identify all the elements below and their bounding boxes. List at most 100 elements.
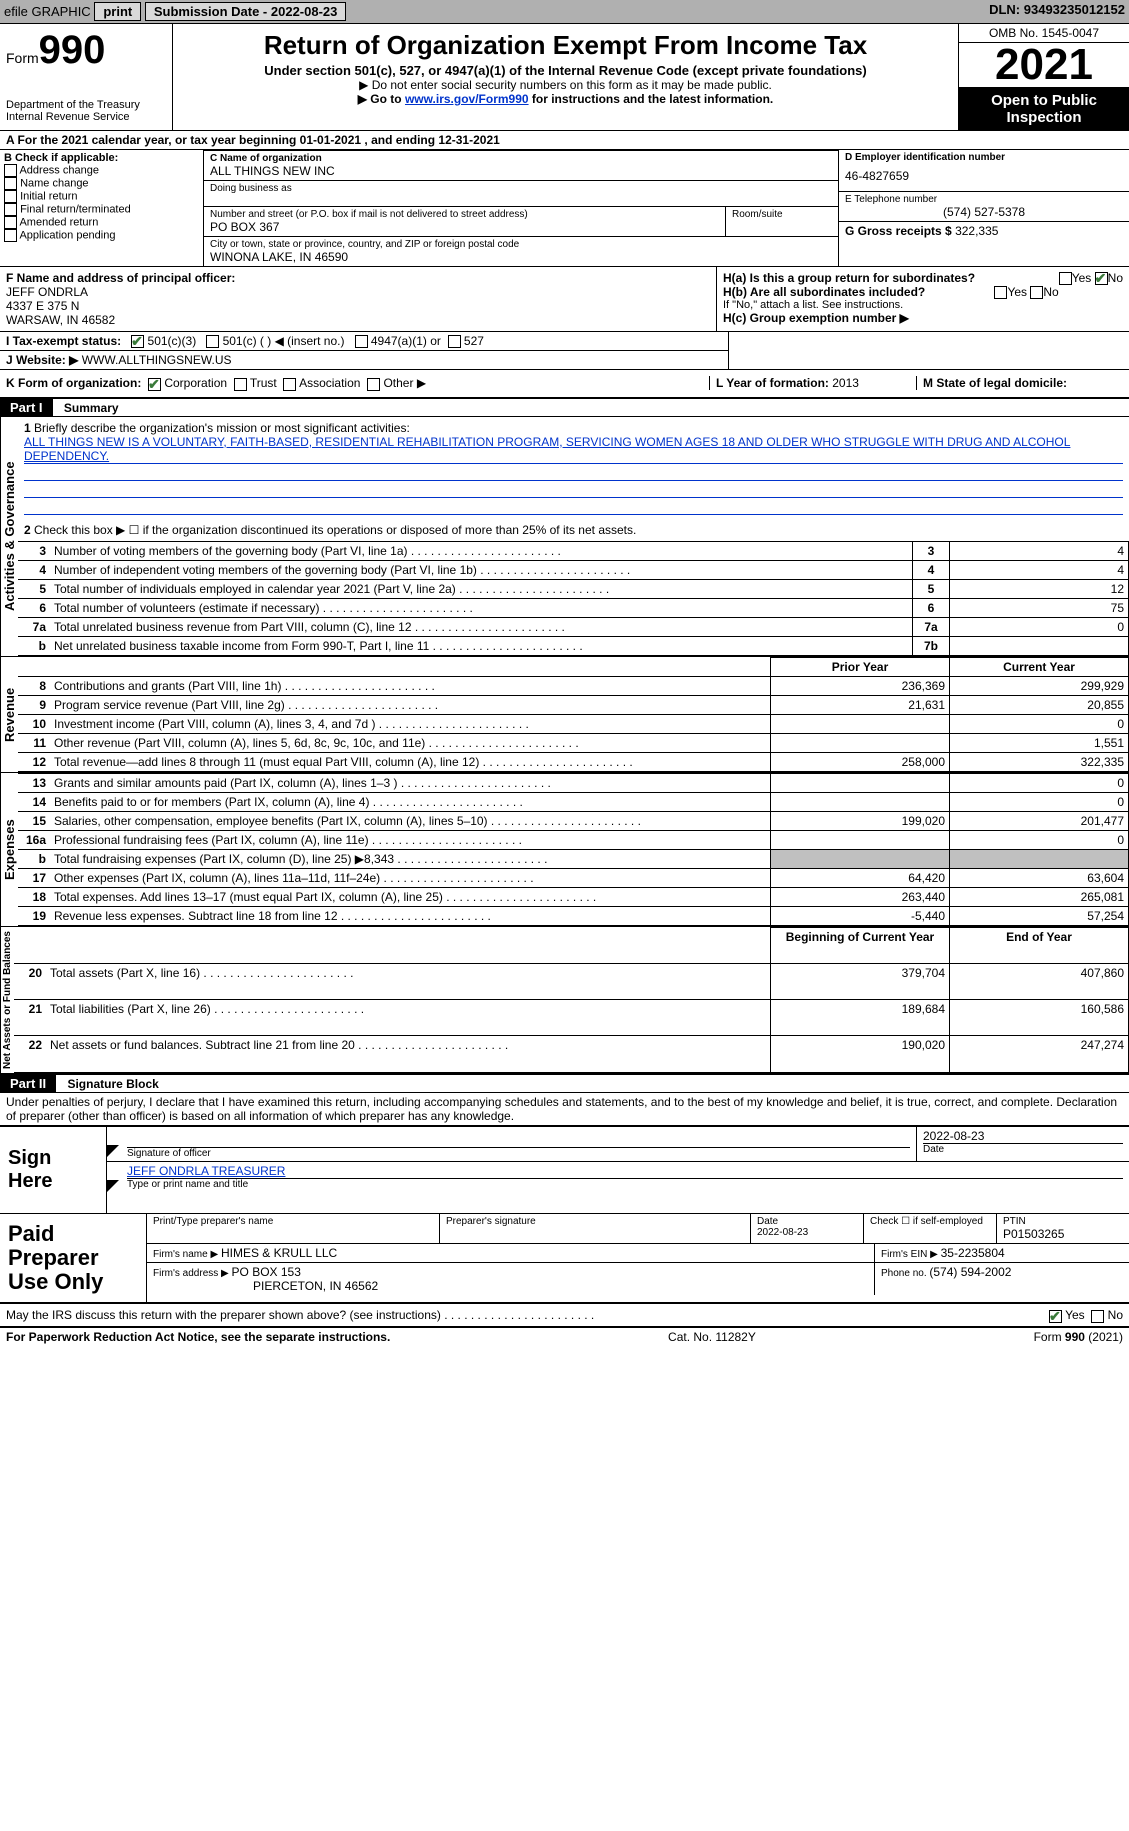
checkbox-527[interactable] — [448, 335, 461, 348]
row-i-label: I Tax-exempt status: — [6, 334, 121, 348]
gov-line-3: 3Number of voting members of the governi… — [18, 541, 1129, 560]
footer-cat: Cat. No. 11282Y — [668, 1330, 756, 1344]
governance-table: 3Number of voting members of the governi… — [18, 541, 1129, 656]
checkbox-initial-return[interactable] — [4, 190, 17, 203]
ein-value: 46-4827659 — [845, 163, 1123, 189]
checkbox-discuss-no[interactable] — [1091, 1310, 1104, 1323]
fin-line-14: 14Benefits paid to or for members (Part … — [18, 792, 1129, 811]
irs-link[interactable]: www.irs.gov/Form990 — [405, 92, 529, 106]
gov-line-7a: 7aTotal unrelated business revenue from … — [18, 617, 1129, 636]
ptin-label: PTIN — [1003, 1216, 1123, 1227]
officer-name: JEFF ONDRLA — [6, 285, 710, 299]
checkbox-final-return[interactable] — [4, 203, 17, 216]
officer-addr1: 4337 E 375 N — [6, 299, 710, 313]
fin-line-22: 22Net assets or fund balances. Subtract … — [14, 1036, 1129, 1072]
gross-receipts-value: 322,335 — [955, 224, 998, 238]
firm-ein: 35-2235804 — [941, 1246, 1005, 1260]
checkbox-discuss-yes[interactable] — [1049, 1310, 1062, 1323]
checkbox-ha-yes[interactable] — [1059, 272, 1072, 285]
form-header: Form990 Department of the Treasury Inter… — [0, 24, 1129, 131]
city-value: WINONA LAKE, IN 46590 — [210, 250, 832, 264]
checkbox-hb-no[interactable] — [1030, 286, 1043, 299]
part-i-header: Part I Summary — [0, 398, 1129, 417]
gov-line-5: 5Total number of individuals employed in… — [18, 579, 1129, 598]
mission-text[interactable]: ALL THINGS NEW IS A VOLUNTARY, FAITH-BAS… — [24, 435, 1123, 464]
q2-label: Check this box ▶ ☐ if the organization d… — [34, 523, 636, 537]
vlabel-activities-governance: Activities & Governance — [0, 417, 18, 656]
firm-phone: (574) 594-2002 — [929, 1265, 1011, 1279]
row-m-label: M State of legal domicile: — [923, 376, 1067, 390]
checkbox-501c3[interactable] — [131, 335, 144, 348]
box-e-phone-label: E Telephone number — [845, 194, 1123, 205]
checkbox-amended[interactable] — [4, 216, 17, 229]
box-b-check-applicable: B Check if applicable: Address change Na… — [0, 150, 204, 266]
gov-line-4: 4Number of independent voting members of… — [18, 560, 1129, 579]
efile-label: efile GRAPHIC — [4, 4, 91, 19]
net-assets-table: Beginning of Current YearEnd of Year20To… — [14, 927, 1129, 1073]
h-b-subordinates: H(b) Are all subordinates included? Yes … — [723, 285, 1123, 299]
fin-line-13: 13Grants and similar amounts paid (Part … — [18, 773, 1129, 792]
year-formation: 2013 — [832, 376, 859, 390]
dln: DLN: 93493235012152 — [989, 2, 1125, 17]
officer-name-title[interactable]: JEFF ONDRLA TREASURER — [127, 1164, 285, 1178]
pt-date-label: Date — [757, 1216, 778, 1227]
checkbox-other[interactable] — [367, 378, 380, 391]
note-ssn: ▶ Do not enter social security numbers o… — [179, 78, 952, 92]
website-value: WWW.ALLTHINGSNEW.US — [82, 353, 232, 367]
phone-value: (574) 527-5378 — [845, 205, 1123, 219]
form-number: 990 — [39, 28, 106, 72]
gov-line-6: 6Total number of volunteers (estimate if… — [18, 598, 1129, 617]
vlabel-expenses: Expenses — [0, 773, 18, 926]
form-word: Form — [6, 50, 39, 66]
firm-name: HIMES & KRULL LLC — [221, 1246, 337, 1260]
box-c-name-label: C Name of organization — [210, 153, 832, 164]
fin-line-11: 11Other revenue (Part VIII, column (A), … — [18, 733, 1129, 752]
checkbox-corporation[interactable] — [148, 378, 161, 391]
firm-addr1: PO BOX 153 — [232, 1265, 301, 1279]
h-a-group-return: H(a) Is this a group return for subordin… — [723, 271, 1123, 285]
form-title: Return of Organization Exempt From Incom… — [179, 30, 952, 61]
paid-preparer-label: Paid Preparer Use Only — [0, 1214, 147, 1303]
pt-date-value: 2022-08-23 — [757, 1227, 857, 1238]
checkbox-4947[interactable] — [355, 335, 368, 348]
checkbox-address-change[interactable] — [4, 164, 17, 177]
checkbox-name-change[interactable] — [4, 177, 17, 190]
street-label: Number and street (or P.O. box if mail i… — [210, 209, 719, 220]
open-to-public: Open to PublicInspection — [959, 88, 1129, 130]
checkbox-association[interactable] — [283, 378, 296, 391]
fin-line-9: 9Program service revenue (Part VIII, lin… — [18, 695, 1129, 714]
name-title-label: Type or print name and title — [127, 1179, 1123, 1190]
checkbox-hb-yes[interactable] — [994, 286, 1007, 299]
part-ii-header: Part II Signature Block — [0, 1074, 1129, 1093]
fin-line-b: bTotal fundraising expenses (Part IX, co… — [18, 849, 1129, 868]
expenses-table: 13Grants and similar amounts paid (Part … — [18, 773, 1129, 926]
checkbox-app-pending[interactable] — [4, 229, 17, 242]
pt-name-label: Print/Type preparer's name — [153, 1216, 433, 1227]
row-l-label: L Year of formation: — [716, 376, 832, 390]
fin-line-15: 15Salaries, other compensation, employee… — [18, 811, 1129, 830]
signature-arrow-icon — [107, 1145, 119, 1157]
firm-ein-label: Firm's EIN ▶ — [881, 1249, 941, 1260]
discuss-question: May the IRS discuss this return with the… — [6, 1308, 441, 1322]
city-label: City or town, state or province, country… — [210, 239, 832, 250]
q1-label: Briefly describe the organization's miss… — [34, 421, 410, 435]
box-f-label: F Name and address of principal officer: — [6, 271, 710, 285]
tax-year: 2021 — [959, 43, 1129, 88]
box-g-gross-label: G Gross receipts $ — [845, 224, 955, 238]
checkbox-501c[interactable] — [206, 335, 219, 348]
fin-line-18: 18Total expenses. Add lines 13–17 (must … — [18, 887, 1129, 906]
pt-self-employed: Check ☐ if self-employed — [864, 1214, 997, 1243]
checkbox-trust[interactable] — [234, 378, 247, 391]
print-button[interactable]: print — [94, 2, 141, 21]
pt-sig-label: Preparer's signature — [446, 1216, 744, 1227]
checkbox-ha-no[interactable] — [1095, 272, 1108, 285]
fin-line-10: 10Investment income (Part VIII, column (… — [18, 714, 1129, 733]
fin-line-8: 8Contributions and grants (Part VIII, li… — [18, 676, 1129, 695]
footer-paperwork: For Paperwork Reduction Act Notice, see … — [6, 1330, 390, 1344]
submission-date-button[interactable]: Submission Date - 2022-08-23 — [145, 2, 347, 21]
sig-date: 2022-08-23 — [923, 1129, 1123, 1144]
firm-name-label: Firm's name ▶ — [153, 1249, 221, 1260]
fin-line-16a: 16aProfessional fundraising fees (Part I… — [18, 830, 1129, 849]
declaration-text: Under penalties of perjury, I declare th… — [0, 1093, 1129, 1125]
note-goto: ▶ Go to www.irs.gov/Form990 for instruct… — [179, 92, 952, 106]
